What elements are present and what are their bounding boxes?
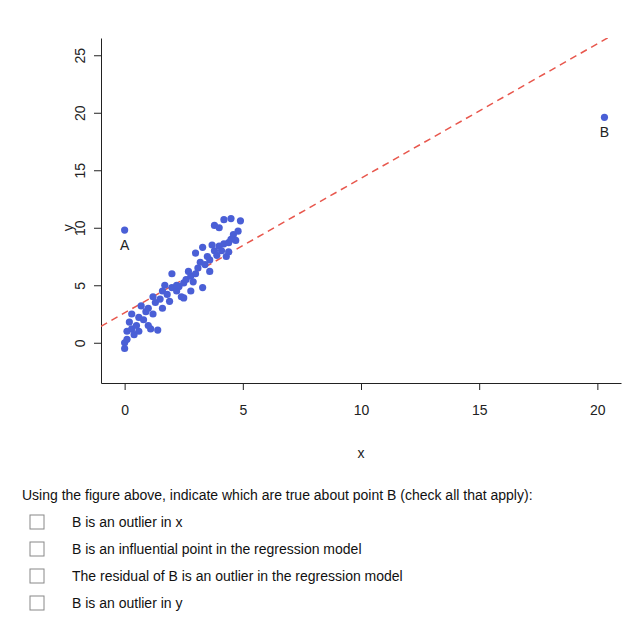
x-tick: 0	[121, 383, 129, 418]
x-tick-mark	[479, 383, 480, 390]
point	[149, 293, 156, 300]
point	[208, 241, 215, 248]
point	[140, 316, 147, 323]
option-label: B is an influential point in the regress…	[72, 541, 362, 557]
y-axis: 0 5 10 15 20 25	[72, 39, 102, 384]
point-label: A	[120, 237, 130, 253]
y-tick-mark	[94, 285, 101, 286]
x-tick-label: 20	[590, 402, 606, 418]
point	[206, 268, 213, 275]
y-tick: 5	[72, 282, 101, 290]
y-tick-mark	[94, 113, 101, 114]
labeled-point	[601, 114, 608, 121]
checkbox[interactable]	[30, 515, 44, 529]
y-tick-label: 0	[72, 339, 88, 347]
checkbox[interactable]	[30, 542, 44, 556]
y-tick-mark	[94, 228, 101, 229]
point	[187, 287, 194, 294]
point	[149, 310, 156, 317]
point	[168, 270, 175, 277]
y-tick-label: 15	[72, 163, 88, 179]
x-axis-title: x	[358, 445, 365, 461]
y-tick-label: 25	[72, 48, 88, 64]
point	[180, 294, 187, 301]
y-axis-line	[101, 39, 102, 384]
x-tick-mark	[597, 383, 598, 390]
option-label: B is an outlier in y	[72, 595, 183, 611]
labeled-point	[121, 226, 128, 233]
question: Using the figure above, indicate which a…	[22, 487, 533, 503]
point	[164, 291, 171, 298]
y-tick-mark	[94, 170, 101, 171]
point	[199, 244, 206, 251]
option-label: The residual of B is an outlier in the r…	[72, 568, 403, 584]
y-axis-title: y	[60, 224, 76, 231]
plot-area	[101, 38, 621, 352]
point	[218, 247, 225, 254]
point	[227, 215, 234, 222]
point	[185, 268, 192, 275]
point	[123, 336, 130, 343]
point	[206, 256, 213, 263]
point	[166, 298, 173, 305]
y-tick: 10	[72, 220, 101, 236]
point	[237, 217, 244, 224]
x-tick-mark	[125, 383, 126, 390]
point	[145, 322, 152, 329]
y-tick-label: 5	[72, 282, 88, 290]
y-tick-mark	[94, 343, 101, 344]
checkbox[interactable]	[30, 596, 44, 610]
point	[216, 224, 223, 231]
point	[138, 302, 145, 309]
y-tick: 20	[72, 105, 101, 121]
point	[199, 284, 206, 291]
point	[156, 295, 163, 302]
x-tick-label: 10	[354, 402, 370, 418]
x-tick-label: 5	[239, 402, 247, 418]
option-label: B is an outlier in x	[72, 514, 183, 530]
point	[128, 310, 135, 317]
checkbox[interactable]	[30, 569, 44, 583]
point	[135, 328, 142, 335]
x-tick-label: 15	[472, 402, 488, 418]
point	[126, 318, 133, 325]
point-label: B	[600, 124, 609, 140]
point	[234, 228, 241, 235]
x-tick-label: 0	[121, 402, 129, 418]
y-tick: 0	[72, 339, 101, 347]
point	[173, 282, 180, 289]
point	[154, 327, 161, 334]
chart: 0 5 10 15 20 0 5 10 15 20 25 x y A B Using the figure a…	[0, 0, 631, 637]
point	[220, 216, 227, 223]
y-tick: 25	[72, 48, 101, 64]
y-tick-label: 20	[72, 105, 88, 121]
point	[225, 248, 232, 255]
x-axis: 0 5 10 15 20	[102, 383, 622, 418]
x-tick: 10	[354, 383, 370, 418]
y-tick-mark	[94, 55, 101, 56]
point	[161, 282, 168, 289]
x-tick-mark	[361, 383, 362, 390]
point	[192, 249, 199, 256]
x-tick-mark	[243, 383, 244, 390]
point	[159, 305, 166, 312]
regression-line	[101, 38, 621, 326]
point	[232, 237, 239, 244]
x-tick: 5	[239, 383, 247, 418]
x-tick: 15	[472, 383, 488, 418]
x-tick: 20	[590, 383, 606, 418]
y-tick: 15	[72, 163, 101, 179]
point	[145, 305, 152, 312]
point	[190, 278, 197, 285]
